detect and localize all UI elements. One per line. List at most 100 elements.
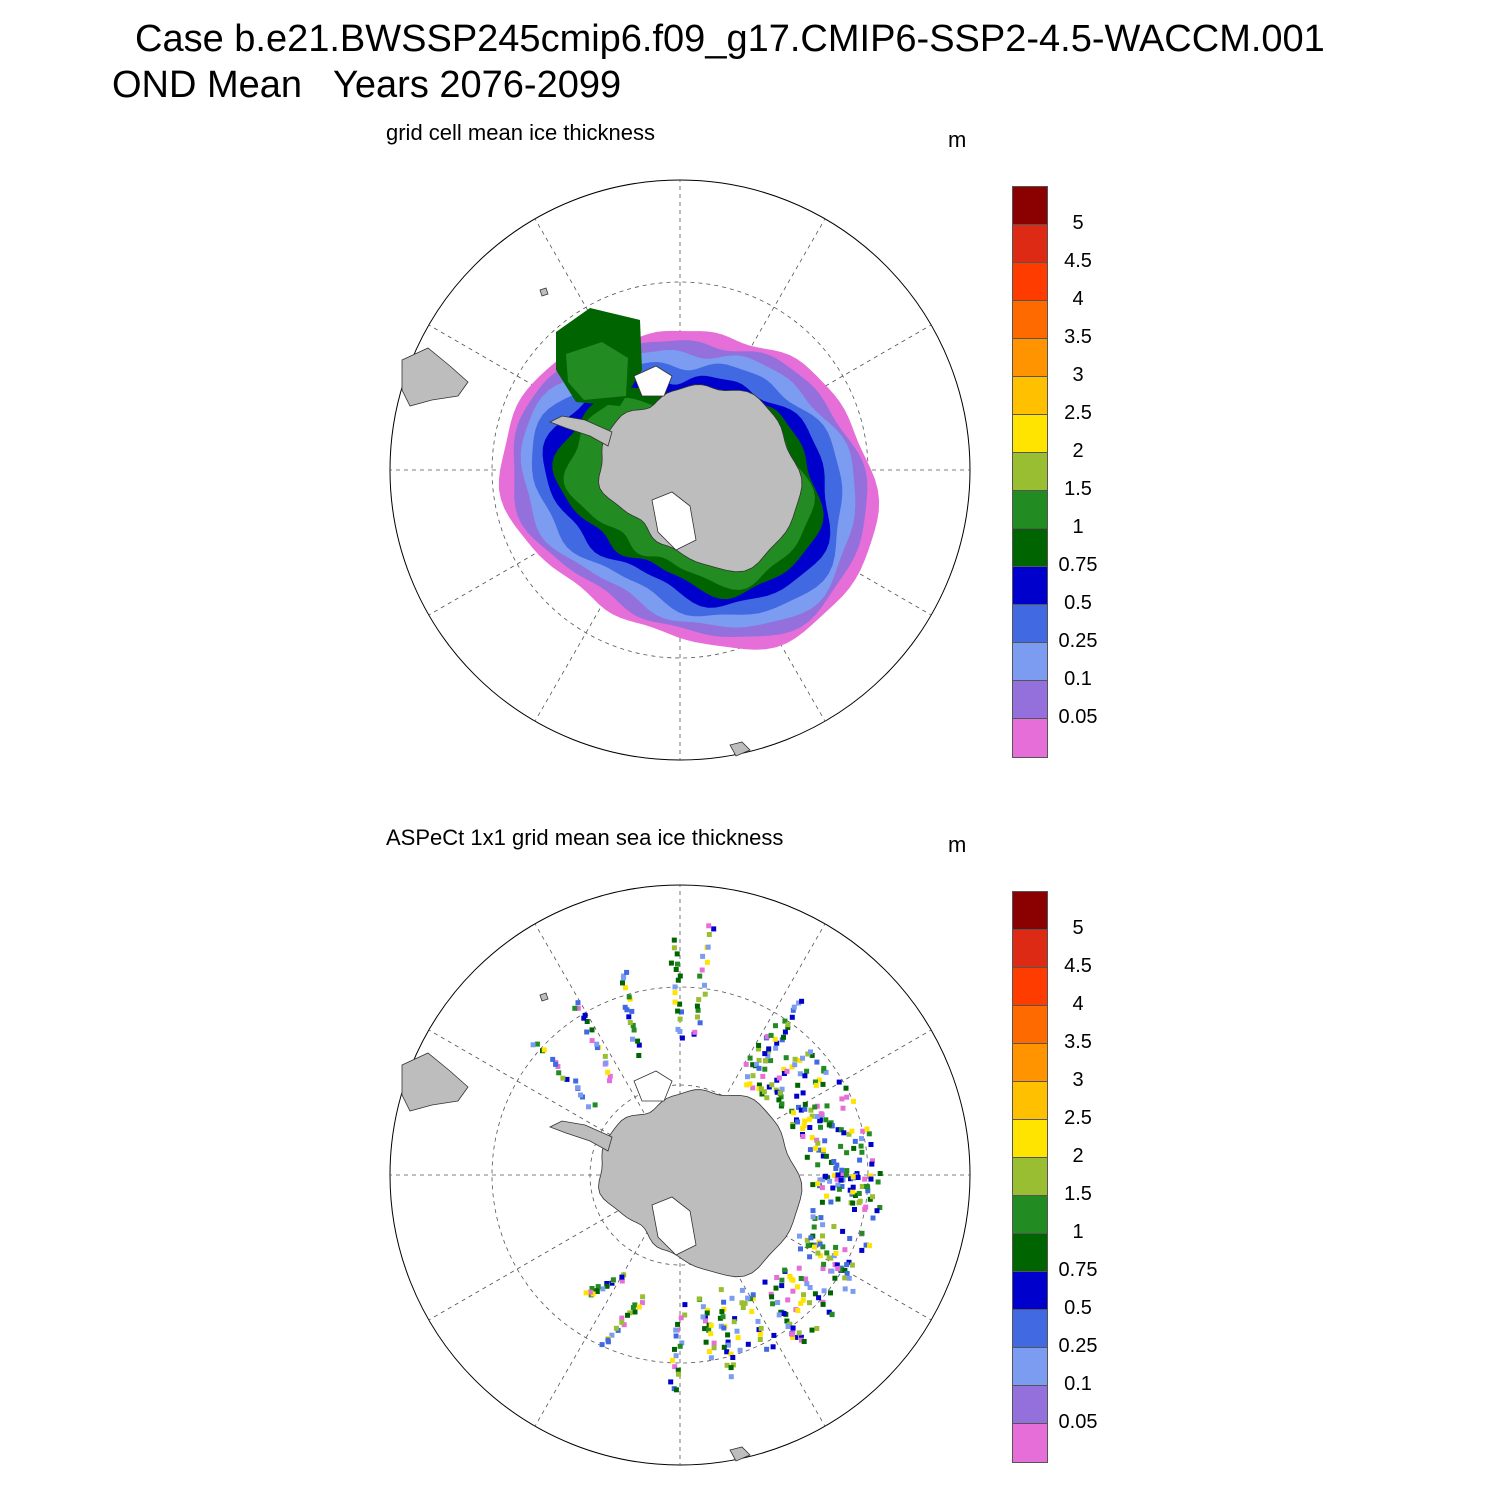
observation-cell [804, 1068, 810, 1074]
observation-cell [589, 1038, 595, 1044]
observation-cell [795, 1284, 800, 1290]
observation-cell [775, 1300, 781, 1305]
observation-cell [795, 1082, 801, 1088]
observation-cell [863, 1204, 869, 1210]
observation-cell [745, 1341, 751, 1347]
observation-cell [697, 1020, 703, 1026]
observation-cell [849, 1262, 855, 1268]
observation-cell [679, 1035, 685, 1041]
observation-cell [790, 1124, 796, 1130]
observation-cell [800, 1055, 805, 1061]
observation-cell [867, 1196, 873, 1202]
observation-cell [581, 1015, 587, 1021]
observation-cell [583, 1290, 589, 1296]
antarctica-landmass [598, 384, 803, 573]
observation-cell [550, 1056, 556, 1062]
colorbar-swatch [1013, 892, 1047, 930]
observation-cell [534, 1041, 540, 1047]
observation-cell [791, 1110, 796, 1116]
observation-cell [672, 984, 678, 990]
observation-cell [779, 1283, 785, 1289]
observation-cell [782, 1267, 788, 1273]
panel1-polar-map [389, 179, 971, 761]
observation-cell [632, 1302, 638, 1308]
observation-cell [807, 1300, 812, 1306]
observation-cell [758, 1086, 764, 1092]
ice-shelf-group [633, 365, 697, 551]
observation-cell [692, 1029, 698, 1035]
observation-cell [850, 1288, 856, 1294]
observation-cell [806, 1116, 812, 1122]
island [539, 992, 549, 1002]
observation-cell [844, 1271, 850, 1276]
observation-cell [801, 1339, 807, 1344]
observation-cell [836, 1079, 842, 1085]
observation-cell [728, 1374, 734, 1380]
observation-cell [718, 1287, 724, 1293]
observation-cell [838, 1177, 844, 1183]
observation-cell [703, 1318, 708, 1324]
observation-cell [702, 1326, 708, 1332]
observation-cell [631, 1027, 637, 1033]
observation-cell [841, 1130, 847, 1136]
observation-cell [769, 1294, 775, 1300]
colorbar-swatch [1013, 263, 1047, 301]
colorbar-swatch [1013, 1424, 1047, 1462]
colorbar-swatch [1013, 719, 1047, 757]
observation-cell [625, 1312, 630, 1318]
observation-cell [731, 1319, 737, 1325]
observation-cell [824, 1250, 830, 1256]
observation-cell [874, 1208, 880, 1214]
observation-cell [673, 1387, 679, 1393]
observation-cell [575, 1005, 581, 1011]
colorbar-tick-label: 0.25 [1058, 630, 1098, 652]
observation-cell [807, 1285, 813, 1290]
colorbar-tick-label: 1.5 [1064, 478, 1092, 500]
observation-cell [706, 1349, 712, 1355]
observation-cell [671, 945, 677, 951]
observation-cell [621, 973, 627, 979]
panel1-title: grid cell mean ice thickness [386, 120, 656, 145]
observation-cell [860, 1128, 866, 1134]
observation-cell [839, 1184, 845, 1189]
colorbar-swatch [1013, 930, 1047, 968]
observation-cell [844, 1094, 850, 1100]
observation-cell [744, 1082, 750, 1088]
observation-cell [796, 1104, 801, 1110]
observation-cell [816, 1077, 822, 1083]
observation-cell [810, 1182, 816, 1188]
observation-cell [726, 1342, 731, 1348]
colorbar-tick-label: 2 [1072, 440, 1084, 462]
observation-cell [797, 1233, 802, 1239]
observation-cell [816, 1295, 822, 1301]
observation-cell [750, 1085, 756, 1091]
observation-cell [827, 1178, 833, 1184]
observation-cell [842, 1275, 848, 1281]
observation-cell [721, 1344, 727, 1350]
observation-cell [750, 1073, 756, 1079]
colorbar-swatch [1013, 605, 1047, 643]
observation-cell [720, 1314, 726, 1320]
observation-cell [587, 1289, 593, 1295]
observation-cell [877, 1171, 883, 1176]
observation-cell [740, 1305, 746, 1310]
observation-cell [770, 1301, 776, 1307]
observation-cell [790, 1007, 796, 1013]
observation-cell [530, 1042, 536, 1048]
observation-cell [773, 1045, 779, 1051]
observation-cell [838, 1267, 844, 1273]
observation-cell [705, 944, 711, 950]
observation-cell [590, 1291, 596, 1297]
observation-cell [867, 1243, 872, 1249]
observation-cell [771, 1332, 777, 1338]
observation-cell [833, 1250, 839, 1256]
observation-cell [859, 1230, 865, 1236]
colorbar-tick-label: 0.75 [1058, 1259, 1098, 1281]
panel2-unit: m [948, 832, 967, 857]
observation-cell [702, 991, 708, 997]
observation-cell [815, 1181, 821, 1187]
observation-cell [842, 1286, 848, 1292]
observation-cell [844, 1168, 850, 1174]
observation-cell [734, 1328, 740, 1334]
observation-cell [848, 1176, 853, 1182]
